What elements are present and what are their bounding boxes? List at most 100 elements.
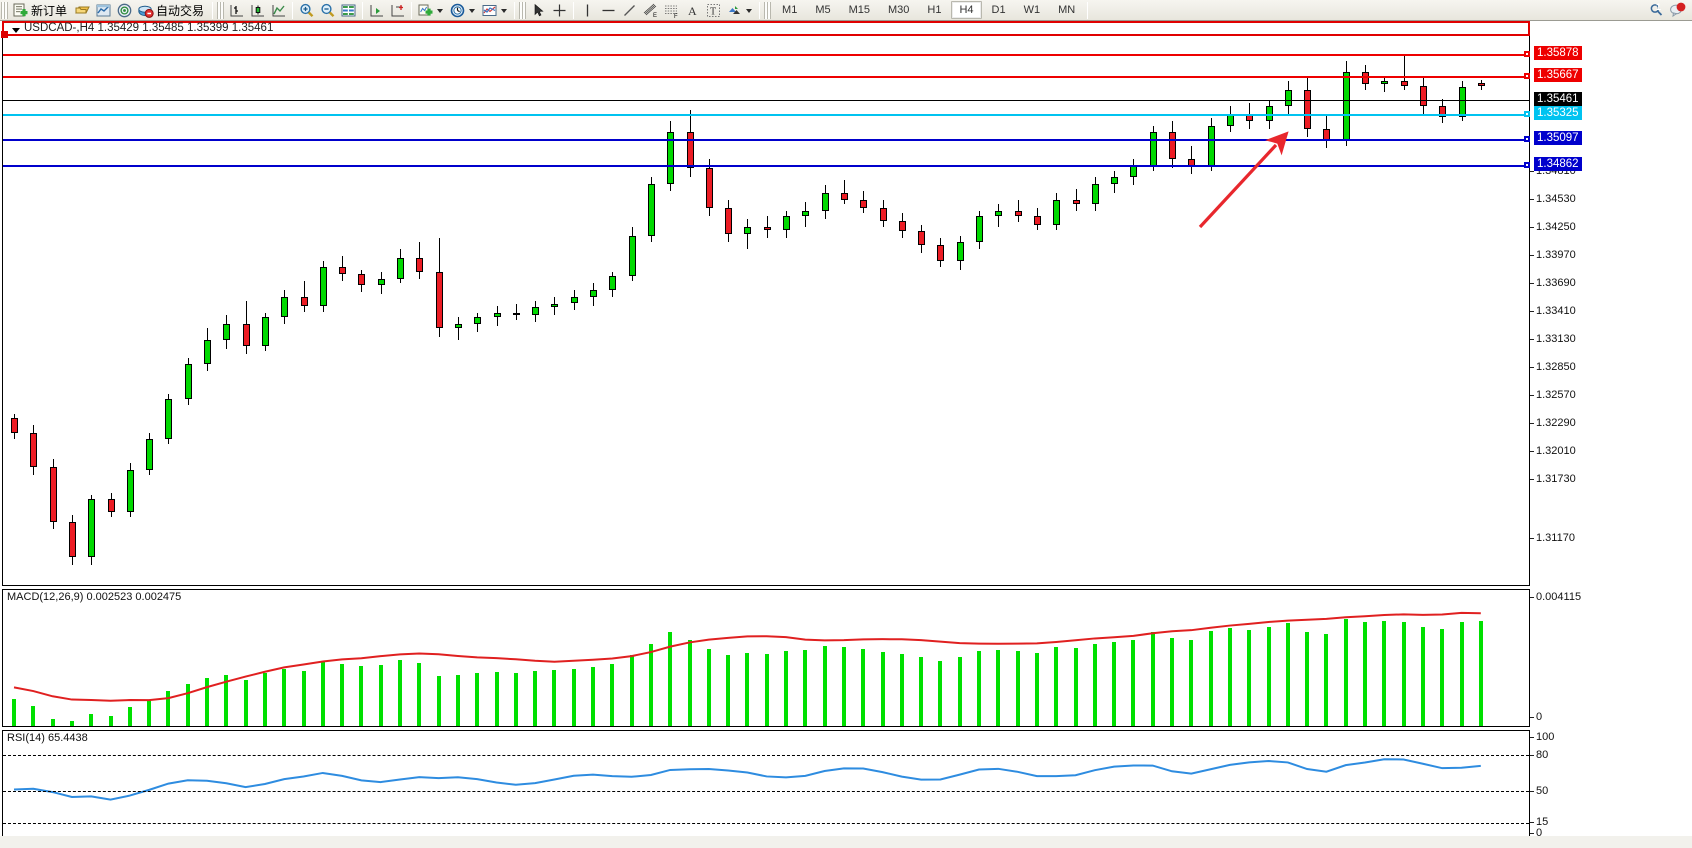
price-tick: 1.33410: [1530, 305, 1576, 317]
toolbar-grip-4[interactable]: [764, 1, 772, 19]
autotrading-button[interactable]: 自动交易: [135, 1, 209, 20]
trendline-tool-button[interactable]: [619, 1, 640, 20]
macd-histogram-bar: [861, 649, 866, 726]
candle-body: [976, 215, 983, 242]
toolbar-grip[interactable]: [1, 1, 8, 19]
level-anchor-handle[interactable]: [1524, 136, 1530, 142]
macd-histogram-bar: [919, 657, 924, 726]
bar-chart-button[interactable]: [226, 1, 247, 20]
timeframe-mn[interactable]: MN: [1058, 4, 1076, 16]
candle-body: [647, 184, 655, 236]
shapes-tool-button[interactable]: [724, 1, 756, 20]
notification-button[interactable]: 1: [1656, 1, 1688, 20]
auto-scroll-button[interactable]: [366, 1, 387, 20]
market-watch-icon: [95, 2, 112, 19]
level-anchor-handle[interactable]: [1524, 111, 1530, 117]
equidistant-channel-tool-button[interactable]: E: [640, 1, 661, 20]
level-line-stroke: [3, 139, 1529, 141]
macd-pane[interactable]: MACD(12,26,9) 0.002523 0.002475: [2, 589, 1530, 727]
fibonacci-tool-button[interactable]: F: [661, 1, 682, 20]
add-indicator-button[interactable]: [415, 1, 447, 20]
chart-shift-button[interactable]: [387, 1, 408, 20]
toolbar-grip-2[interactable]: [217, 1, 225, 19]
timeframe-h1[interactable]: H1: [927, 4, 942, 16]
macd-histogram-bar: [1440, 628, 1445, 726]
candle-body: [860, 199, 868, 208]
period-dropdown-arrow[interactable]: [468, 2, 477, 19]
data-window-button[interactable]: [338, 1, 359, 20]
fibonacci-icon: F: [663, 2, 680, 20]
timeframe-m30[interactable]: M30: [888, 4, 910, 16]
vertical-line-tool-button[interactable]: [577, 1, 598, 20]
cursor-tool-button[interactable]: [528, 1, 549, 20]
search-button[interactable]: [1646, 1, 1667, 20]
new-order-button[interactable]: 新订单: [10, 1, 72, 20]
text-label-tool-button[interactable]: T: [703, 1, 724, 20]
level-anchor-handle[interactable]: [1524, 162, 1530, 168]
templates-dropdown-arrow[interactable]: [500, 2, 509, 19]
candle-body: [300, 296, 308, 306]
new-order-label: 新订单: [31, 3, 68, 18]
line-chart-icon: [270, 2, 287, 19]
candle-body: [1072, 199, 1080, 205]
macd-histogram-bar: [803, 649, 808, 726]
candle-body: [126, 470, 134, 512]
macd-histogram-bar: [899, 654, 904, 726]
macd-histogram-bar: [977, 650, 981, 726]
shapes-dropdown-arrow[interactable]: [745, 2, 754, 19]
macd-histogram-bar: [610, 664, 615, 726]
zoom-out-button[interactable]: [317, 1, 338, 20]
candle-body: [49, 466, 57, 522]
level-anchor-handle[interactable]: [1524, 51, 1530, 57]
timeframe-m1[interactable]: M1: [782, 4, 798, 16]
toolbar-grip-3[interactable]: [519, 1, 527, 19]
candle-body: [1091, 184, 1099, 205]
candle-body: [512, 312, 520, 315]
price-tick: 1.33130: [1530, 333, 1576, 345]
toolbar-separator-4: [411, 1, 413, 19]
add-indicator-dropdown-arrow[interactable]: [436, 2, 445, 19]
templates-button[interactable]: [479, 1, 511, 20]
macd-histogram-bar: [147, 700, 152, 726]
candle-body: [1477, 82, 1485, 87]
line-chart-button[interactable]: [268, 1, 289, 20]
price-tick: 1.32010: [1530, 445, 1576, 457]
macd-histogram-bar: [1459, 622, 1464, 726]
timeframe-m15[interactable]: M15: [848, 4, 870, 16]
macd-histogram-bar: [745, 653, 750, 726]
rsi-line: [13, 758, 1481, 801]
rsi-scale-0: 0: [1529, 827, 1543, 839]
expert-advisors-button[interactable]: [72, 1, 93, 20]
resistance-line-2-price-label: 1.35667: [1534, 68, 1582, 82]
navigator-button[interactable]: [114, 1, 135, 20]
level-anchor-handle[interactable]: [1524, 73, 1530, 79]
text-tool-button[interactable]: A: [682, 1, 703, 20]
crosshair-tool-button[interactable]: [549, 1, 570, 20]
timeframe-d1[interactable]: D1: [991, 4, 1006, 16]
candle-body: [88, 499, 96, 557]
timeframe-m5[interactable]: M5: [815, 4, 831, 16]
chart-title-handle[interactable]: [1, 31, 8, 38]
candle-body: [204, 339, 211, 365]
candle-wick: [998, 204, 1000, 227]
chart-area[interactable]: USDCAD-,H4 1.35429 1.35485 1.35399 1.354…: [0, 21, 1692, 848]
macd-histogram-bar: [108, 716, 113, 726]
macd-histogram-bar: [764, 654, 769, 726]
timeframe-h4[interactable]: H4: [951, 1, 982, 19]
candlestick-chart-button[interactable]: [247, 1, 268, 20]
candlestick-plot: [3, 22, 1529, 585]
macd-histogram-bar: [1285, 622, 1290, 726]
chart-title-bar[interactable]: USDCAD-,H4 1.35429 1.35485 1.35399 1.354…: [1, 21, 1530, 38]
timeframe-w1[interactable]: W1: [1023, 4, 1041, 16]
horizontal-line-tool-button[interactable]: [598, 1, 619, 20]
price-pane[interactable]: [2, 21, 1530, 586]
macd-histogram-bar: [301, 670, 306, 726]
rsi-pane[interactable]: RSI(14) 65.4438: [2, 730, 1530, 838]
price-axis[interactable]: 1.34810 1.34530 1.34250 1.33970 1.33690 1.334…: [1530, 21, 1690, 586]
market-watch-button[interactable]: [93, 1, 114, 20]
zoom-in-button[interactable]: [296, 1, 317, 20]
chart-menu-caret-icon[interactable]: [12, 28, 20, 33]
period-button[interactable]: [447, 1, 479, 20]
candle-body: [30, 432, 38, 467]
